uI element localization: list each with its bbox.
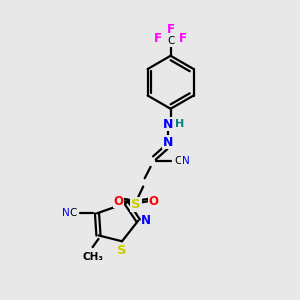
Text: S: S [117, 244, 127, 257]
Text: N: N [61, 208, 69, 218]
Text: C: C [167, 36, 174, 46]
Text: O: O [113, 195, 123, 208]
Text: O: O [148, 195, 158, 208]
Text: N: N [182, 157, 189, 166]
Text: S: S [131, 198, 141, 211]
Text: F: F [167, 23, 175, 36]
Text: F: F [179, 32, 187, 45]
Text: H: H [176, 119, 185, 129]
Text: F: F [154, 32, 162, 45]
Text: C: C [174, 157, 182, 166]
Text: N: N [163, 118, 173, 130]
Text: N: N [163, 136, 173, 149]
Text: CH₃: CH₃ [82, 252, 103, 262]
Text: C: C [69, 208, 76, 218]
Text: N: N [141, 214, 151, 227]
